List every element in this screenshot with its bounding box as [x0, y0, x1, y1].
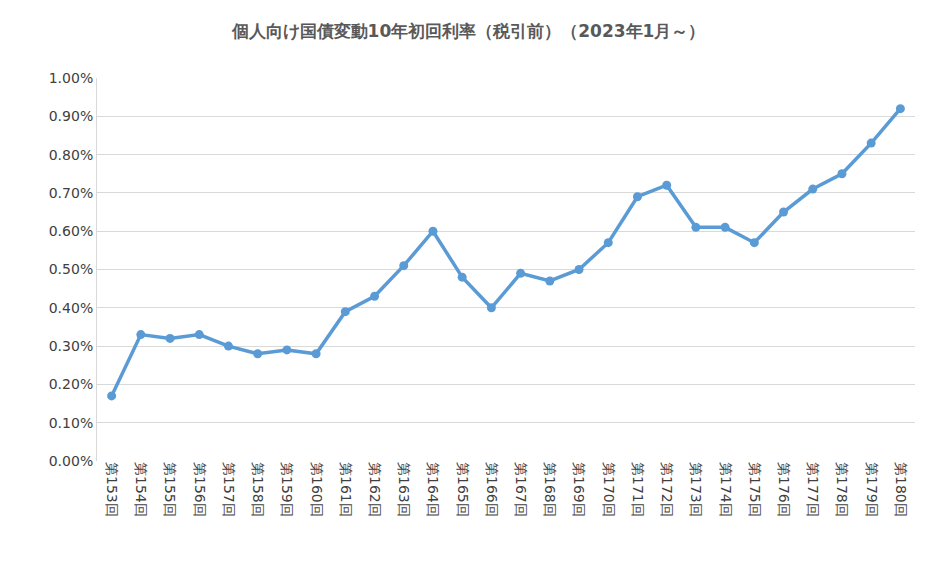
svg-text:第172回: 第172回 — [659, 462, 675, 517]
svg-text:0.90%: 0.90% — [49, 108, 93, 124]
svg-text:第167回: 第167回 — [513, 462, 529, 517]
svg-text:第178回: 第178回 — [834, 462, 850, 517]
svg-text:第177回: 第177回 — [805, 462, 821, 517]
svg-text:0.10%: 0.10% — [49, 415, 93, 431]
svg-text:第156回: 第156回 — [192, 462, 208, 517]
svg-text:0.40%: 0.40% — [49, 300, 93, 316]
svg-text:第161回: 第161回 — [338, 462, 354, 517]
svg-text:0.00%: 0.00% — [49, 453, 93, 469]
svg-text:第176回: 第176回 — [776, 462, 792, 517]
svg-text:0.80%: 0.80% — [49, 147, 93, 163]
svg-text:第160回: 第160回 — [309, 462, 325, 517]
svg-text:第166回: 第166回 — [484, 462, 500, 517]
svg-text:第168回: 第168回 — [542, 462, 558, 517]
svg-text:第180回: 第180回 — [893, 462, 909, 517]
svg-text:第170回: 第170回 — [601, 462, 617, 517]
svg-text:第163回: 第163回 — [396, 462, 412, 517]
svg-text:第154回: 第154回 — [133, 462, 149, 517]
svg-text:第164回: 第164回 — [425, 462, 441, 517]
svg-text:1.00%: 1.00% — [49, 70, 93, 86]
svg-text:第174回: 第174回 — [718, 462, 734, 517]
svg-text:第179回: 第179回 — [864, 462, 880, 517]
svg-text:第153回: 第153回 — [104, 462, 120, 517]
svg-text:第175回: 第175回 — [747, 462, 763, 517]
svg-text:第171回: 第171回 — [630, 462, 646, 517]
svg-text:0.20%: 0.20% — [49, 376, 93, 392]
svg-text:第169回: 第169回 — [571, 462, 587, 517]
svg-text:第165回: 第165回 — [455, 462, 471, 517]
svg-text:個人向け国債変動10年初回利率（税引前）（2023年1月～）: 個人向け国債変動10年初回利率（税引前）（2023年1月～） — [231, 21, 706, 41]
svg-text:第158回: 第158回 — [250, 462, 266, 517]
svg-text:0.50%: 0.50% — [49, 261, 93, 277]
svg-text:0.70%: 0.70% — [49, 185, 93, 201]
svg-text:第155回: 第155回 — [162, 462, 178, 517]
svg-text:0.30%: 0.30% — [49, 338, 93, 354]
svg-text:第173回: 第173回 — [688, 462, 704, 517]
svg-text:第157回: 第157回 — [221, 462, 237, 517]
svg-text:第159回: 第159回 — [279, 462, 295, 517]
svg-text:0.60%: 0.60% — [49, 223, 93, 239]
svg-text:第162回: 第162回 — [367, 462, 383, 517]
